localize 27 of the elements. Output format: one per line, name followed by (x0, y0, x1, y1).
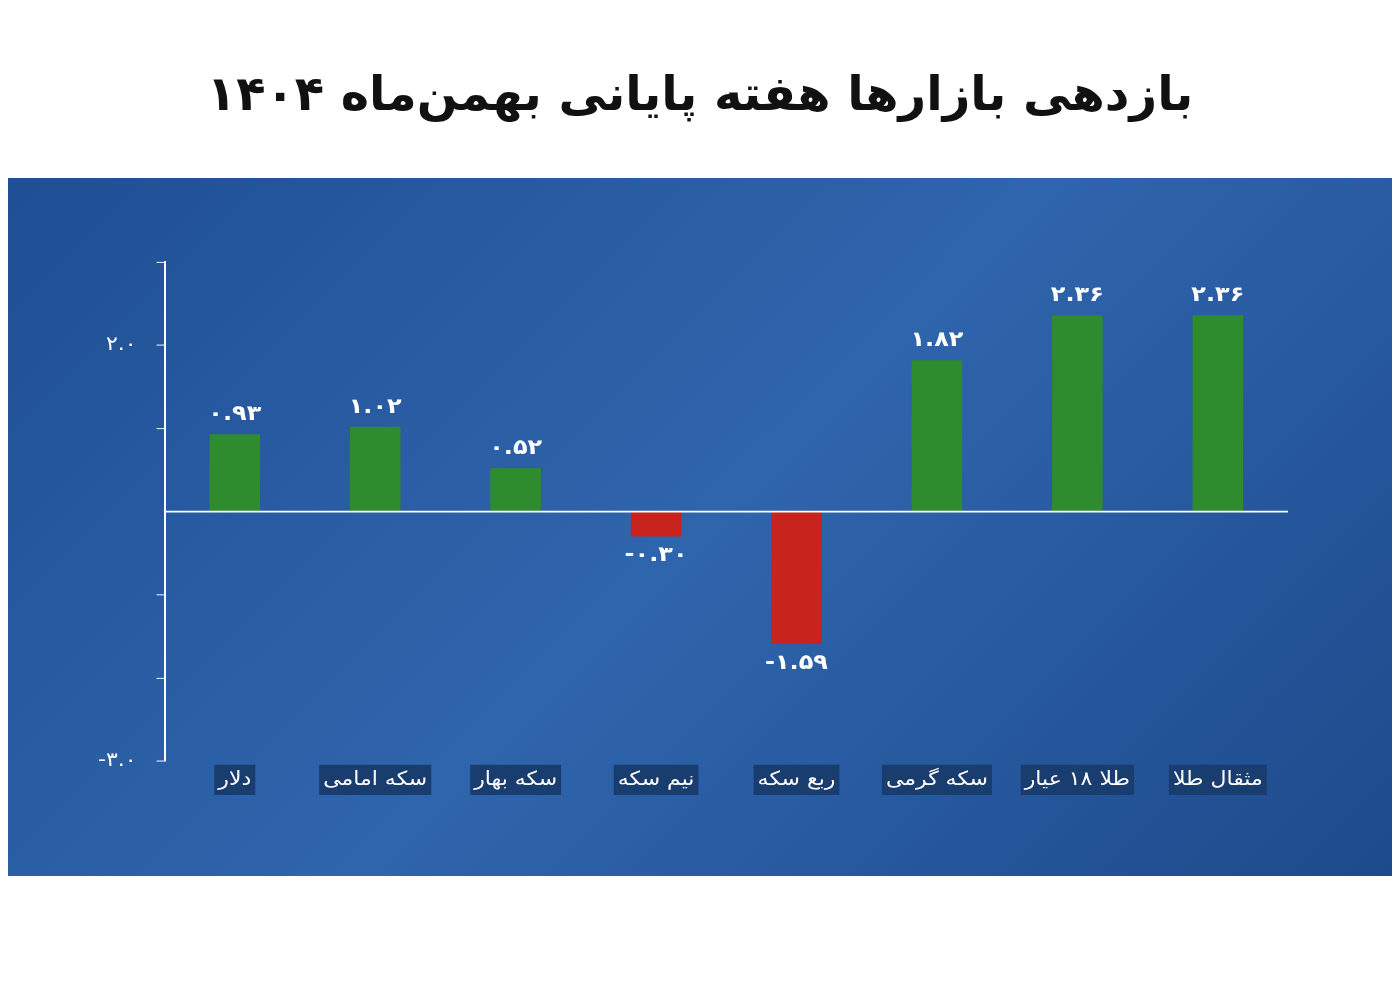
y-tick-label: ۲.۰ (105, 332, 137, 355)
bar (1192, 315, 1244, 512)
bar (490, 468, 541, 512)
x-tick-label: مثقال طلا (1172, 767, 1263, 790)
x-tick-label: سکه گرمی (885, 767, 988, 790)
data-label: ۰.۹۳ (208, 400, 262, 425)
data-label: ۱.۸۲ (910, 326, 964, 351)
bar (771, 511, 822, 644)
bar (209, 434, 261, 512)
data-label: ۰.۵۲ (489, 434, 543, 460)
bar (630, 511, 682, 537)
x-tick-label: سکه بهار (473, 767, 558, 790)
data-label: -۱.۵۹ (765, 649, 829, 674)
chart-title: بازدهی بازارها هفته پایانی بهمن‌ماه ۱۴۰۴ (206, 65, 1194, 121)
x-tick-label: دلار (217, 767, 252, 790)
data-label: ۲.۳۶ (1191, 281, 1245, 307)
x-tick-label: ربع سکه (757, 767, 836, 790)
bar (349, 426, 401, 512)
data-label: -۰.۳۰ (624, 541, 688, 566)
data-label: ۱.۰۲ (348, 393, 402, 418)
x-tick-label: طلا ۱۸ عیار (1023, 767, 1131, 790)
y-tick-label: -۳.۰ (98, 748, 137, 771)
x-tick-label: سکه امامی (323, 767, 428, 790)
bar (1052, 315, 1103, 512)
x-tick-label: نیم سکه (617, 767, 695, 790)
data-label: ۲.۳۶ (1050, 281, 1104, 307)
bar (911, 360, 963, 512)
